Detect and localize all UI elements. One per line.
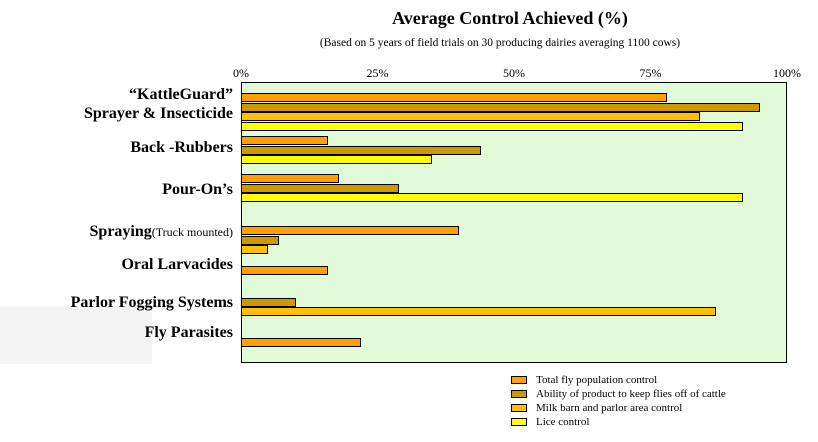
chart-title: Average Control Achieved (%) [392,8,628,28]
legend-label: Lice control [536,416,590,428]
x-axis-tick-label: 75% [639,66,662,80]
legend-swatch [511,404,527,412]
bar [241,337,362,347]
bar [241,155,433,164]
legend-label: Total fly population control [536,374,658,386]
category-label: Back -Rubbers [130,139,233,156]
bar [241,245,269,254]
category-label: Pour-On’s [162,181,233,198]
legend-swatch [511,418,527,426]
legend-swatch [511,376,527,384]
bar [241,121,744,131]
bar [241,297,296,307]
bar [241,265,329,275]
legend-swatch [511,390,527,398]
legend-row: Total fly population control [511,373,726,387]
bar [241,226,460,235]
category-label: Fly Parasites [144,324,233,341]
bar [241,93,667,102]
background-band [0,306,152,364]
bar [241,112,700,121]
category-label: Parlor Fogging Systems [70,294,233,311]
bar [241,235,280,245]
bar [241,102,760,112]
bar [241,136,329,145]
legend-label: Milk barn and parlor area control [536,402,683,414]
bar [241,307,717,316]
legend-row: Lice control [511,415,726,429]
legend-label: Ability of product to keep flies off of … [536,388,726,400]
legend: Total fly population control Ability of p… [511,373,726,429]
category-label: Oral Larvacides [121,256,233,273]
legend-row: Ability of product to keep flies off of … [511,387,726,401]
chart-subtitle: (Based on 5 years of field trials on 30 … [319,37,681,49]
legend-row: Milk barn and parlor area control [511,401,726,415]
x-axis-tick-label: 100% [773,66,801,80]
category-label: “KattleGuard” Sprayer & Insecticide [83,86,233,122]
bar [241,183,400,193]
bar [241,193,744,202]
bar [241,145,482,155]
x-axis-tick-label: 25% [366,66,389,80]
bar [241,174,340,183]
category-label: Spraying(Truck mounted) [89,223,233,240]
x-axis-tick-label: 50% [503,66,525,80]
x-axis-tick-label: 0% [233,66,249,80]
